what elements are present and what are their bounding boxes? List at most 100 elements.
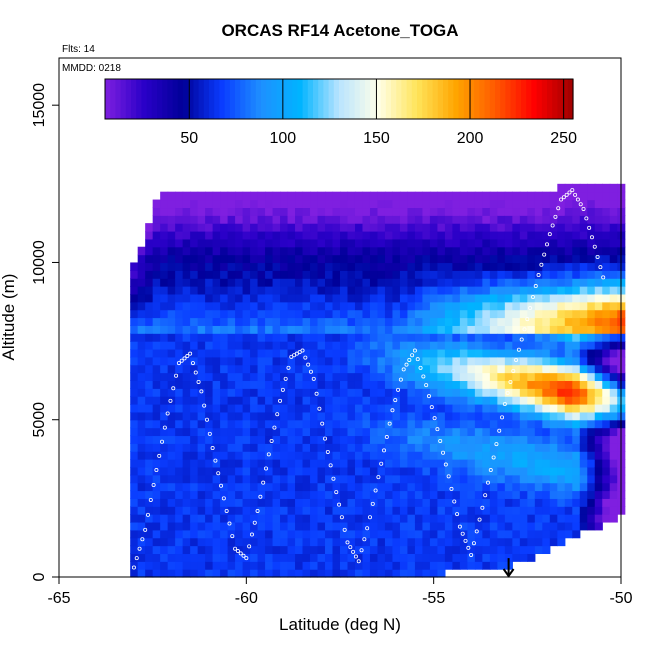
heatmap-cell [362, 404, 371, 413]
heatmap-cell [272, 514, 281, 523]
heatmap-cell [280, 317, 289, 326]
heatmap-cell [399, 356, 409, 366]
colorbar-swatch [250, 79, 257, 119]
heatmap-cell [407, 372, 416, 382]
heatmap-cell [242, 545, 251, 555]
heatmap-cell [205, 223, 214, 232]
heatmap-cell [512, 231, 521, 240]
heatmap-cell [287, 569, 296, 578]
heatmap-cell [205, 490, 214, 499]
colorbar-swatch [541, 79, 548, 119]
track-point [353, 554, 358, 559]
heatmap-cell [579, 246, 588, 256]
heatmap-cell [542, 498, 551, 507]
heatmap-cell [227, 215, 236, 224]
heatmap-cell [167, 537, 176, 547]
heatmap-cell [369, 372, 379, 382]
heatmap-cell [227, 270, 236, 279]
heatmap-cell [197, 341, 206, 350]
heatmap-cell [602, 490, 611, 499]
heatmap-cell [497, 419, 506, 429]
track-point [514, 357, 519, 362]
heatmap-cell [235, 254, 244, 264]
heatmap-cell [137, 278, 146, 287]
heatmap-cell [182, 348, 191, 358]
heatmap-cell [512, 364, 521, 374]
heatmap-cell [212, 561, 221, 570]
heatmap-cell [497, 325, 506, 334]
colorbar-swatch [354, 79, 361, 119]
heatmap-cell [482, 380, 491, 389]
heatmap-cell [182, 191, 191, 201]
heatmap-cell [459, 215, 468, 224]
heatmap-cell [527, 435, 536, 444]
track-point [303, 355, 308, 360]
heatmap-cell [489, 191, 498, 201]
heatmap-cell [302, 427, 311, 437]
heatmap-cell [332, 223, 341, 232]
heatmap-cell [310, 411, 319, 421]
heatmap-cell [587, 278, 596, 287]
heatmap-cell [549, 246, 558, 256]
heatmap-cell [399, 396, 409, 405]
heatmap-cell [362, 301, 371, 311]
heatmap-cell [557, 341, 566, 350]
heatmap-cell [250, 411, 259, 421]
heatmap-cell [482, 553, 491, 562]
heatmap-cell [489, 207, 498, 216]
heatmap-cell [347, 490, 356, 499]
heatmap-cell [250, 309, 259, 319]
heatmap-cell [205, 191, 214, 201]
heatmap-cell [377, 309, 386, 319]
heatmap-cell [160, 262, 169, 271]
heatmap-cell [242, 278, 251, 287]
heatmap-cell [467, 411, 476, 421]
heatmap-cell [295, 207, 304, 216]
heatmap-cell [340, 270, 349, 279]
heatmap-cell [152, 333, 161, 342]
heatmap-cell [265, 372, 274, 382]
heatmap-cell [437, 215, 446, 224]
heatmap-cell [497, 451, 506, 460]
heatmap-cell [280, 521, 289, 531]
heatmap-cell [317, 364, 326, 374]
heatmap-cell [392, 199, 401, 209]
heatmap-cell [407, 553, 416, 562]
heatmap-cell [167, 215, 176, 224]
heatmap-cell [167, 301, 176, 311]
heatmap-cell [295, 482, 304, 492]
heatmap-cell [205, 466, 214, 476]
heatmap-cell [362, 223, 371, 232]
heatmap-cell [497, 427, 506, 437]
heatmap-cell [557, 246, 566, 256]
colorbar-swatch [125, 79, 132, 119]
heatmap-cell [587, 262, 596, 271]
heatmap-cell [160, 474, 169, 484]
heatmap-cell [197, 301, 206, 311]
heatmap-cell [504, 427, 513, 437]
heatmap-cell [295, 419, 304, 429]
heatmap-cell [220, 199, 229, 209]
heatmap-cell [497, 341, 506, 350]
heatmap-cell [437, 372, 446, 382]
track-point [530, 295, 535, 300]
heatmap-cell [197, 270, 206, 279]
heatmap-cell [190, 199, 199, 209]
heatmap-cell [519, 411, 528, 421]
heatmap-cell [257, 435, 266, 444]
heatmap-cell [384, 270, 394, 279]
heatmap-cell [280, 569, 289, 578]
heatmap-cell [497, 388, 506, 397]
heatmap-cell [609, 380, 618, 389]
heatmap-cell [130, 404, 139, 413]
heatmap-cell [414, 514, 424, 523]
heatmap-cell [407, 325, 416, 334]
heatmap-cell [527, 506, 536, 515]
heatmap-cell [265, 317, 274, 326]
heatmap-cell [325, 286, 334, 295]
heatmap-cell [265, 309, 274, 319]
heatmap-cell [362, 411, 371, 421]
heatmap-cell [504, 553, 513, 562]
heatmap-cell [579, 341, 588, 350]
heatmap-cell [594, 254, 603, 264]
